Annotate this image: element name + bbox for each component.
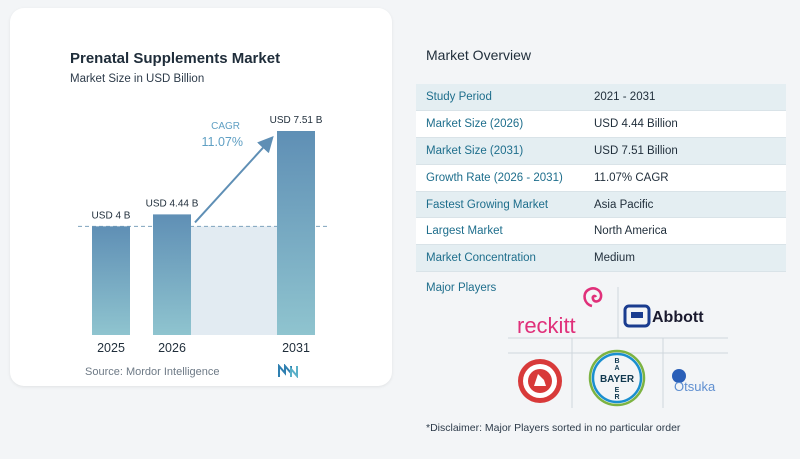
chart-subtitle: Market Size in USD Billion bbox=[70, 73, 205, 85]
svg-text:E: E bbox=[615, 387, 620, 394]
overview-value: USD 7.51 Billion bbox=[584, 137, 786, 165]
overview-value: North America bbox=[584, 217, 786, 246]
market-overview-title: Market Overview bbox=[426, 47, 532, 63]
major-players-label: Major Players bbox=[426, 282, 497, 294]
bar-2026 bbox=[153, 214, 191, 335]
overview-key: Market Size (2026) bbox=[416, 110, 584, 139]
bar-2031 bbox=[277, 131, 315, 335]
overview-key: Study Period bbox=[416, 84, 584, 112]
svg-text:reckitt: reckitt bbox=[517, 313, 576, 338]
overview-row: Market Size (2026) USD 4.44 Billion bbox=[416, 110, 786, 139]
svg-text:B: B bbox=[614, 358, 619, 365]
otsuka-logo: Otsuka bbox=[672, 369, 716, 394]
overview-key: Market Size (2031) bbox=[416, 137, 584, 165]
overview-row: Market Size (2031) USD 7.51 Billion bbox=[416, 137, 786, 165]
bar-2025 bbox=[92, 226, 130, 335]
overview-key: Market Concentration bbox=[416, 244, 584, 273]
overview-value: 11.07% CAGR bbox=[584, 164, 786, 192]
abbott-logo: Abbott bbox=[623, 304, 704, 328]
overview-row: Largest Market North America bbox=[416, 217, 786, 246]
disclaimer-text: *Disclaimer: Major Players sorted in no … bbox=[426, 422, 681, 434]
cagr-label: CAGR bbox=[211, 121, 240, 132]
category-label-2026: 2026 bbox=[158, 341, 186, 355]
mordor-intelligence-logo bbox=[278, 364, 298, 378]
growth-area bbox=[191, 226, 277, 335]
category-label-2025: 2025 bbox=[97, 341, 125, 355]
church-dwight-logo bbox=[518, 359, 562, 403]
svg-text:A: A bbox=[614, 365, 619, 372]
cagr-value: 11.07% bbox=[202, 135, 243, 149]
bar-chart: USD 4 B 2025 USD 4.44 B 2026 USD 7.51 B 2031 C… bbox=[78, 115, 330, 355]
svg-text:Otsuka: Otsuka bbox=[674, 379, 716, 394]
chart-source: Source: Mordor Intelligence bbox=[85, 366, 220, 378]
svg-text:BAYER: BAYER bbox=[600, 374, 635, 385]
overview-value: 2021 - 2031 bbox=[584, 84, 786, 112]
reckitt-logo: reckitt bbox=[517, 287, 603, 338]
overview-row: Growth Rate (2026 - 2031) 11.07% CAGR bbox=[416, 164, 786, 192]
data-label-2025: USD 4 B bbox=[92, 210, 131, 221]
overview-row: Market Concentration Medium bbox=[416, 244, 786, 273]
overview-value: USD 4.44 Billion bbox=[584, 110, 786, 139]
market-overview-table: Study Period 2021 - 2031 Market Size (2026… bbox=[416, 84, 786, 273]
overview-key: Fastest Growing Market bbox=[416, 191, 584, 219]
overview-value: Asia Pacific bbox=[584, 191, 786, 219]
svg-text:R: R bbox=[614, 394, 619, 401]
chart-title: Prenatal Supplements Market bbox=[70, 50, 281, 67]
overview-row: Fastest Growing Market Asia Pacific bbox=[416, 191, 786, 219]
data-label-2026: USD 4.44 B bbox=[146, 198, 199, 209]
bayer-logo: BAYER B A E R bbox=[588, 349, 646, 407]
category-label-2031: 2031 bbox=[282, 341, 310, 355]
overview-key: Growth Rate (2026 - 2031) bbox=[416, 164, 584, 192]
overview-row: Study Period 2021 - 2031 bbox=[416, 84, 786, 112]
overview-key: Largest Market bbox=[416, 217, 584, 246]
overview-value: Medium bbox=[584, 244, 786, 273]
svg-text:Abbott: Abbott bbox=[652, 309, 704, 326]
data-label-2031: USD 7.51 B bbox=[270, 115, 323, 126]
cagr-arrow bbox=[194, 136, 274, 224]
